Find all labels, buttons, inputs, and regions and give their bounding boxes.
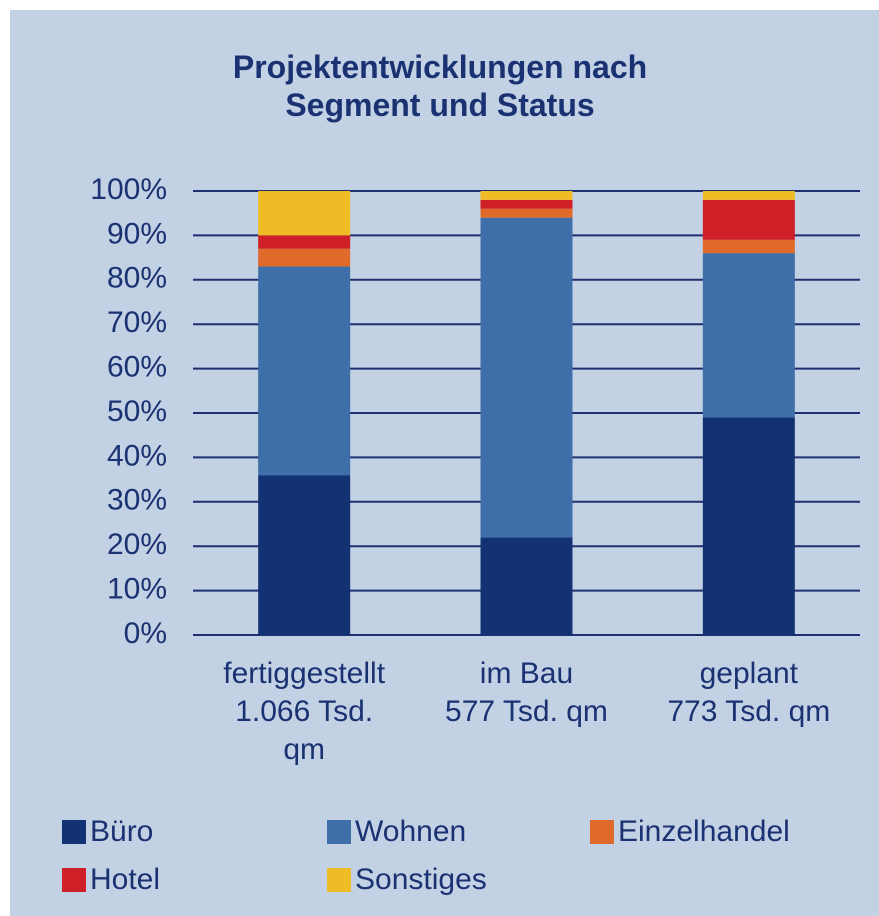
y-tick-label: 10% [107, 573, 167, 606]
legend-swatch [327, 820, 351, 844]
bar-segment [258, 266, 351, 476]
bar-segment [258, 235, 351, 249]
legend-label: Einzelhandel [618, 815, 790, 848]
y-tick-label: 40% [107, 439, 167, 472]
chart-panel: 0% 10% 20% 30% 40% 50% 60% 70% 80% 90% 100% Büro Woh… [10, 10, 879, 916]
legend-swatch [327, 868, 351, 892]
chart: 0% 10% 20% 30% 40% 50% 60% 70% 80% 90% 100% Büro Woh… [62, 173, 860, 896]
y-tick-label: 90% [107, 217, 167, 250]
x-tick-label: geplant 773 Tsd. qm [667, 657, 831, 728]
bar-segment [480, 191, 573, 200]
bar-segment [258, 248, 351, 267]
bar-segment [258, 191, 351, 236]
legend-swatch [62, 820, 86, 844]
y-tick-label: 100% [90, 173, 167, 206]
bar-segment [702, 199, 795, 240]
bar-segment [480, 217, 573, 538]
y-tick-label: 30% [107, 484, 167, 517]
bar-segment [480, 199, 573, 209]
y-tick-label: 70% [107, 306, 167, 339]
bar-segment [702, 417, 795, 635]
legend-swatch [590, 820, 614, 844]
legend-swatch [62, 868, 86, 892]
legend-label: Wohnen [355, 815, 466, 848]
bar-segment [258, 475, 351, 635]
bar-segment [702, 253, 795, 418]
y-tick-label: 60% [107, 351, 167, 384]
y-tick-label: 0% [124, 617, 167, 650]
y-tick-label: 50% [107, 395, 167, 428]
bar-segment [702, 191, 795, 200]
legend-label: Büro [90, 815, 153, 848]
legend-label: Hotel [90, 863, 160, 896]
bar-segment [480, 537, 573, 635]
bar-segment [480, 208, 573, 218]
x-tick-label: im Bau 577 Tsd. qm [445, 657, 608, 728]
x-tick-label: fertiggestellt 1.066 Tsd. qm [223, 657, 386, 766]
y-tick-label: 80% [107, 262, 167, 295]
bar-segment [702, 239, 795, 254]
y-tick-label: 20% [107, 528, 167, 561]
legend-label: Sonstiges [355, 863, 487, 896]
chart-title: Projektentwicklungen nach Segment und St… [232, 49, 648, 123]
